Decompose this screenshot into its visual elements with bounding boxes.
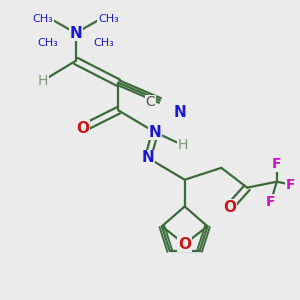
Text: N: N — [69, 26, 82, 40]
Text: F: F — [272, 157, 282, 171]
Text: F: F — [286, 178, 296, 192]
Text: C: C — [145, 95, 155, 110]
Text: O: O — [76, 121, 89, 136]
Text: N: N — [148, 125, 161, 140]
Text: H: H — [178, 138, 188, 152]
Text: N: N — [174, 105, 187, 120]
Text: O: O — [178, 237, 191, 252]
Text: CH₃: CH₃ — [33, 14, 53, 24]
Text: N: N — [142, 150, 154, 165]
Text: F: F — [266, 194, 276, 208]
Text: CH₃: CH₃ — [98, 14, 119, 24]
Text: CH₃: CH₃ — [93, 38, 114, 48]
Text: CH₃: CH₃ — [38, 38, 58, 48]
Text: H: H — [38, 74, 48, 88]
Text: O: O — [223, 200, 236, 215]
